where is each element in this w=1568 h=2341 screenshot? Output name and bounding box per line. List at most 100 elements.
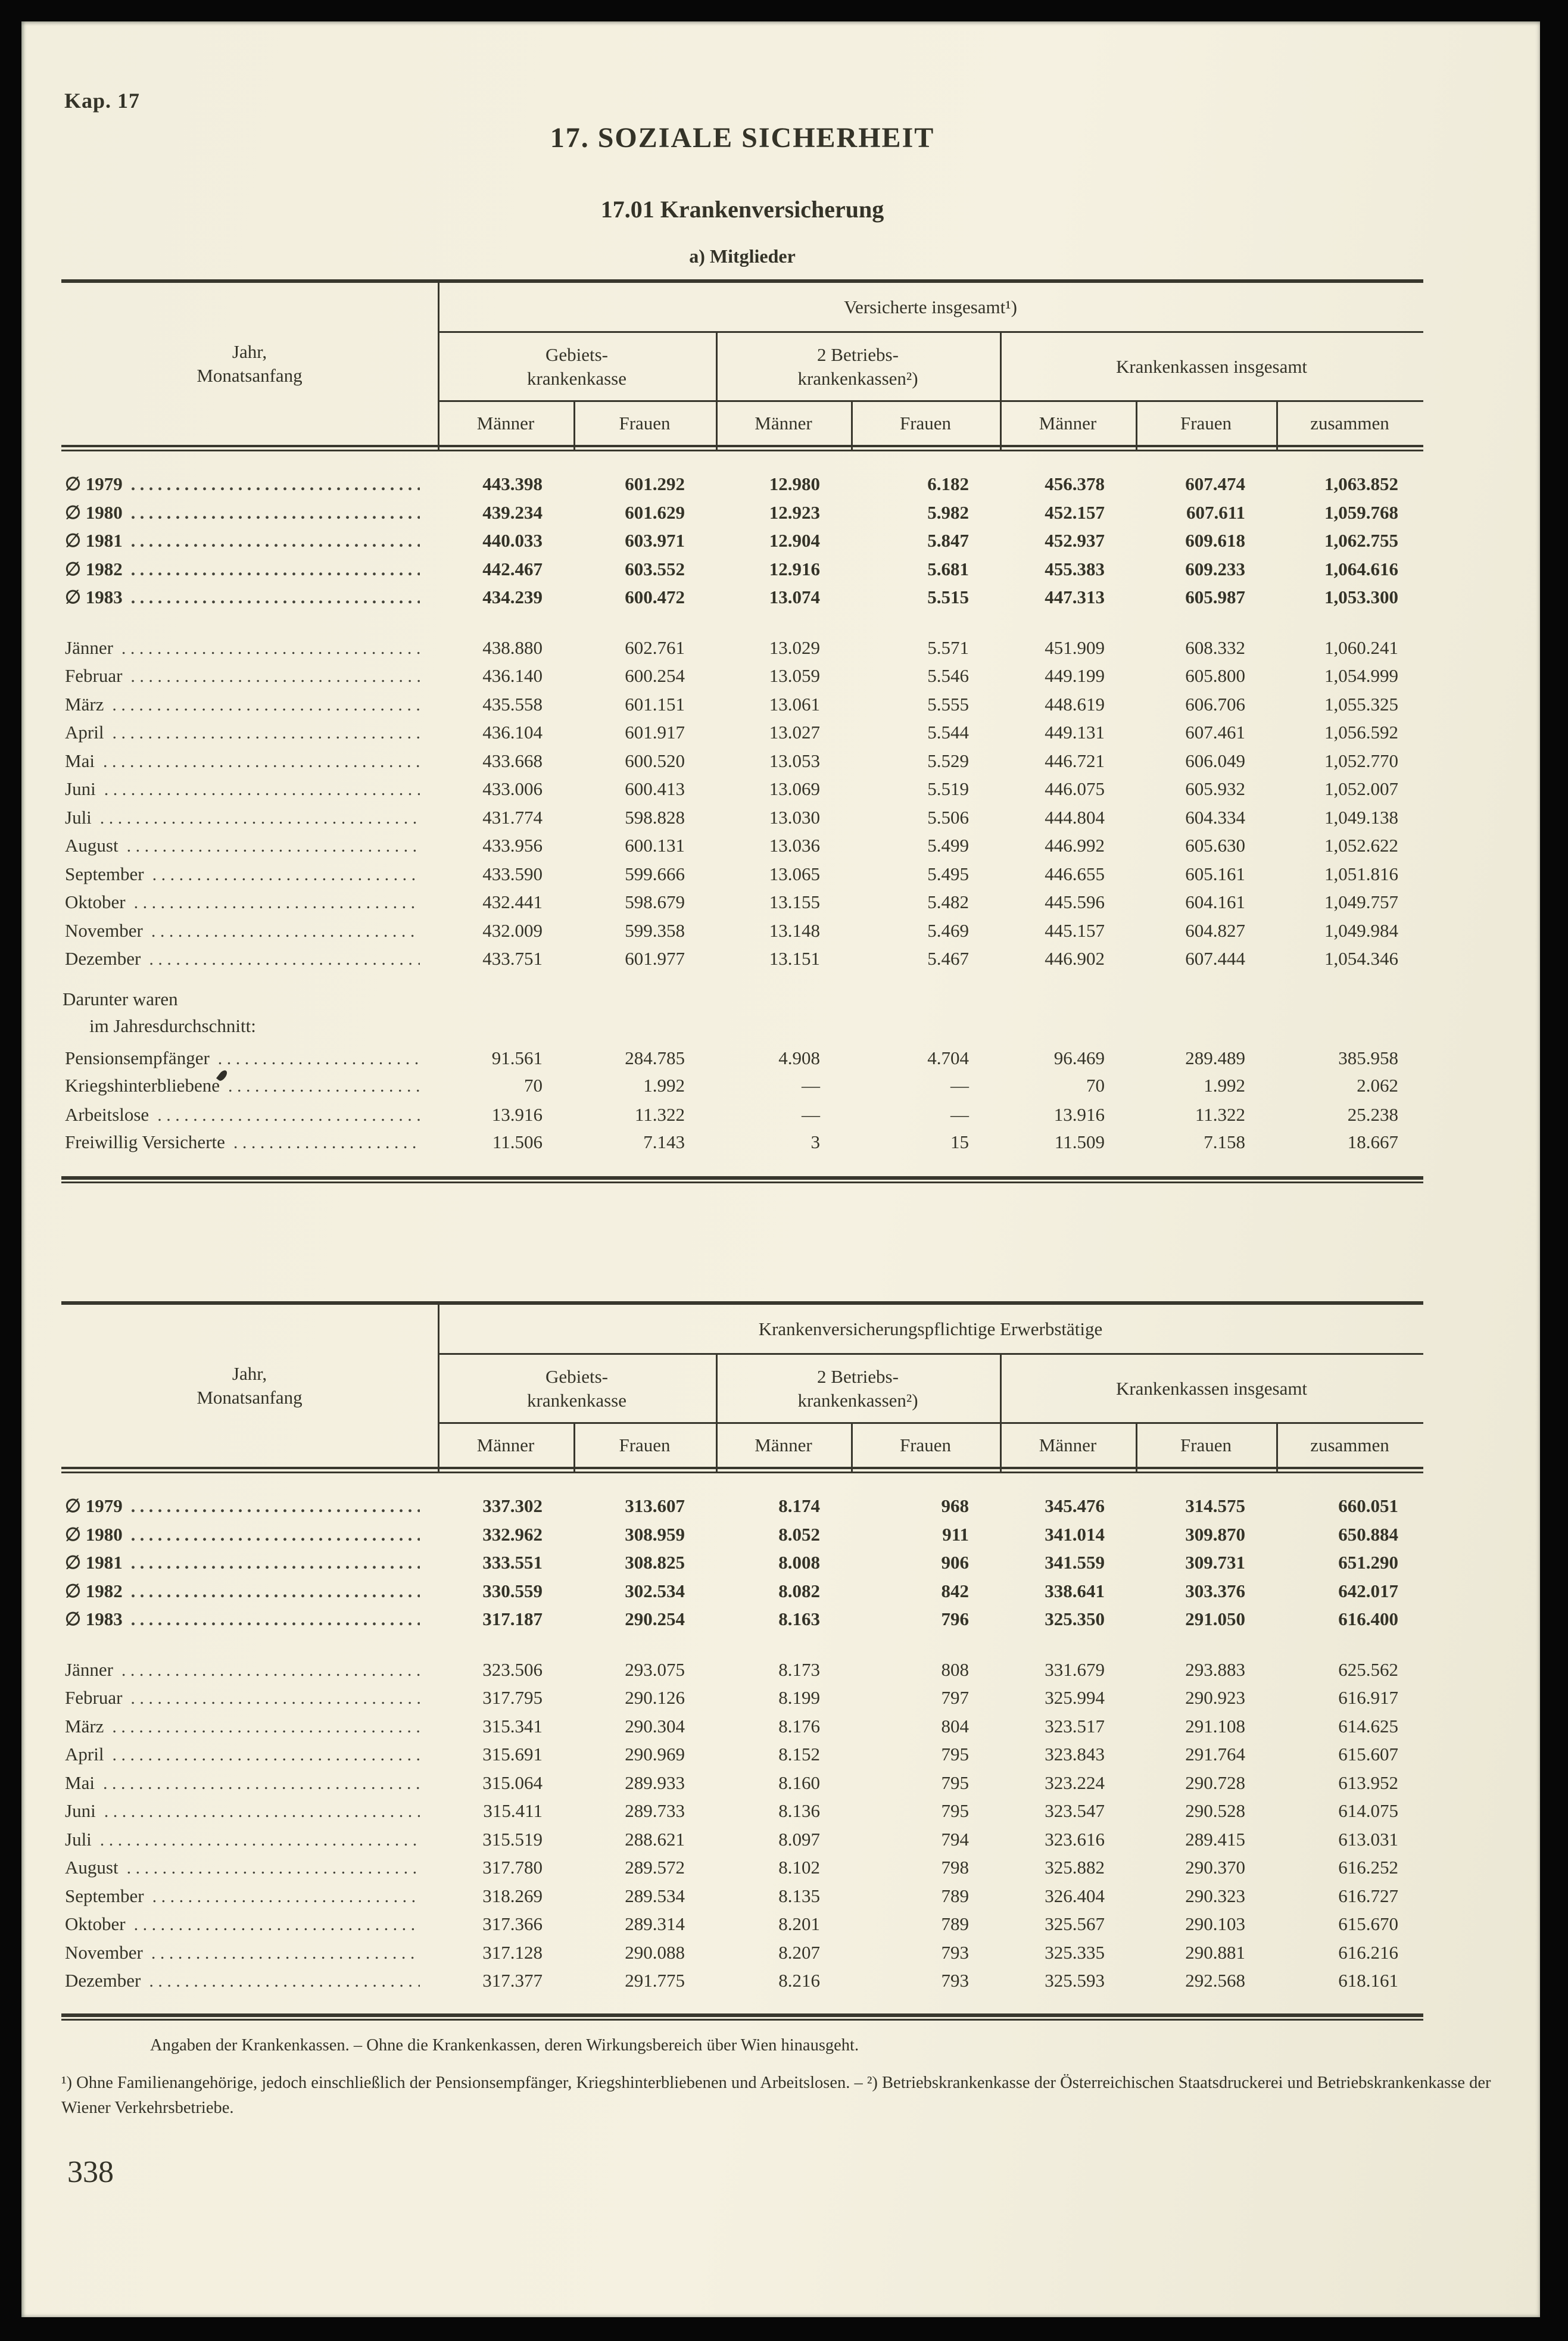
cell-value: 1,052.622 <box>1324 835 1398 856</box>
table-row: ∅ 1982 442.467 603.552 12.916 5.681 455.383 60… <box>61 556 1423 582</box>
cell-value: 325.882 <box>1045 1857 1105 1878</box>
row-label-text: Pensionsempfänger <box>65 1048 210 1068</box>
cell-value: 290.103 <box>1185 1913 1245 1934</box>
table-erwerbstaetige: Jahr, Monatsanfang Krankenversicherungsp… <box>61 1301 1423 2034</box>
cell-value: 616.727 <box>1338 1885 1398 1906</box>
cell-value: 599.358 <box>625 919 685 941</box>
dot-leader <box>130 665 420 687</box>
cell-value: 451.909 <box>1045 637 1105 658</box>
row-label-text: November <box>65 1941 143 1963</box>
dot-leader <box>134 1913 420 1935</box>
cell-value: 315.691 <box>482 1744 543 1765</box>
cell-value: — <box>950 1104 969 1125</box>
cell-value: 435.558 <box>482 693 543 715</box>
cell-value: 456.378 <box>1045 473 1105 494</box>
group2-line2: krankenkassen²) <box>797 367 918 389</box>
cell-value: 447.313 <box>1045 587 1105 607</box>
cell-value: 291.108 <box>1185 1715 1245 1737</box>
row-label: September <box>61 864 438 885</box>
cell-value: 842 <box>941 1580 970 1601</box>
cell-value: 8.008 <box>778 1552 820 1573</box>
cell-value: 318.269 <box>482 1885 543 1906</box>
cell-value: 433.590 <box>482 863 543 884</box>
cell-value: 7.143 <box>643 1131 685 1152</box>
row-label: ∅ 1982 <box>61 559 438 580</box>
cell-value: 385.958 <box>1338 1048 1398 1068</box>
cell-value: 660.051 <box>1338 1495 1398 1516</box>
table-row: April 436.104 601.917 13.027 5.544 449.131 607… <box>61 719 1423 746</box>
cell-value: 795 <box>941 1772 970 1793</box>
cell-value: 5.529 <box>927 750 969 771</box>
cell-value: 291.775 <box>625 1970 685 1991</box>
cell-value: 968 <box>941 1495 970 1516</box>
cell-value: 452.937 <box>1045 530 1105 551</box>
cell-value: 797 <box>941 1687 970 1708</box>
dot-leader <box>100 1829 420 1850</box>
cell-value: 13.148 <box>769 919 820 941</box>
cell-value: 793 <box>941 1970 970 1991</box>
cell-value: 302.534 <box>625 1580 685 1601</box>
column-divider <box>438 279 439 451</box>
row-label: April <box>61 722 438 743</box>
cell-value: 290.304 <box>625 1715 685 1737</box>
cell-value: 616.216 <box>1338 1941 1398 1963</box>
dot-leader <box>104 778 420 800</box>
table-row: März 435.558 601.151 13.061 5.555 448.619 606.… <box>61 691 1423 718</box>
cell-value: 642.017 <box>1338 1580 1398 1601</box>
cell-value: 446.721 <box>1045 750 1105 771</box>
cell-value: 794 <box>941 1828 970 1850</box>
header-rule-bottom <box>61 445 1423 451</box>
row-label: ∅ 1981 <box>61 1552 438 1573</box>
column-divider <box>1000 331 1002 451</box>
cell-value: 1,055.325 <box>1324 693 1398 715</box>
cell-value: 8.216 <box>778 1970 820 1991</box>
cell-value: 3 <box>811 1131 821 1152</box>
row-label: Arbeitslose <box>61 1104 438 1126</box>
cell-value: 317.366 <box>482 1913 543 1934</box>
cell-value: 789 <box>941 1913 970 1934</box>
dot-leader <box>152 864 420 885</box>
cell-value: 290.969 <box>625 1744 685 1765</box>
table-row: Juni 433.006 600.413 13.069 5.519 446.075 605.… <box>61 776 1423 802</box>
cell-value: 433.006 <box>482 778 543 799</box>
cell-value: 8.176 <box>778 1715 820 1737</box>
cell-value: 609.233 <box>1185 558 1245 579</box>
row-label-text: Jänner <box>65 637 113 658</box>
footnote-detail: ¹) Ohne Familienangehörige, jedoch einsc… <box>61 2074 1491 2117</box>
cell-value: 1,049.757 <box>1324 891 1398 912</box>
cell-value: — <box>950 1075 969 1096</box>
cell-value: 289.933 <box>625 1772 685 1793</box>
cell-value: 432.009 <box>482 919 543 941</box>
cell-value: 603.552 <box>625 558 685 579</box>
cell-value: 1,064.616 <box>1324 558 1398 579</box>
table-row: März 315.341 290.304 8.176 804 323.517 291.108… <box>61 1713 1423 1740</box>
cell-value: 11.506 <box>492 1131 543 1152</box>
row-label-text: Dezember <box>65 948 141 969</box>
cell-value: 5.847 <box>927 530 969 551</box>
table-row: ∅ 1979 443.398 601.292 12.980 6.182 456.378 60… <box>61 471 1423 497</box>
table-rule-top <box>61 279 1423 283</box>
table-row: ∅ 1982 330.559 302.534 8.082 842 338.641 303.3… <box>61 1578 1423 1604</box>
row-label-text: ∅ 1982 <box>65 1580 123 1601</box>
cell-value: 323.616 <box>1045 1828 1105 1850</box>
dot-leader <box>131 502 420 523</box>
row-label-text: Mai <box>65 750 95 771</box>
table-row: April 315.691 290.969 8.152 795 323.843 291.76… <box>61 1741 1423 1768</box>
col-header-frauen: Frauen <box>1180 413 1232 434</box>
col-header-maenner: Männer <box>755 1435 812 1455</box>
cell-value: 446.075 <box>1045 778 1105 799</box>
row-label-text: Freiwillig Versicherte <box>65 1131 225 1152</box>
cell-value: 608.332 <box>1185 637 1245 658</box>
cell-value: 313.607 <box>625 1495 685 1516</box>
table-row: ∅ 1980 439.234 601.629 12.923 5.982 452.157 60… <box>61 500 1423 526</box>
dot-leader <box>112 1716 420 1737</box>
group-header-krankenkassen-insgesamt: Krankenkassen insgesamt <box>1115 356 1308 377</box>
row-label: Freiwillig Versicherte <box>61 1131 438 1153</box>
cell-value: 13.155 <box>769 891 820 912</box>
cell-value: 4.908 <box>778 1048 820 1068</box>
cell-value: 12.916 <box>769 558 820 579</box>
col-header-frauen: Frauen <box>899 1435 952 1455</box>
row-label: Dezember <box>61 948 438 970</box>
stub-header: Jahr, Monatsanfang <box>61 1305 438 1467</box>
row-label: ∅ 1983 <box>61 1609 438 1630</box>
